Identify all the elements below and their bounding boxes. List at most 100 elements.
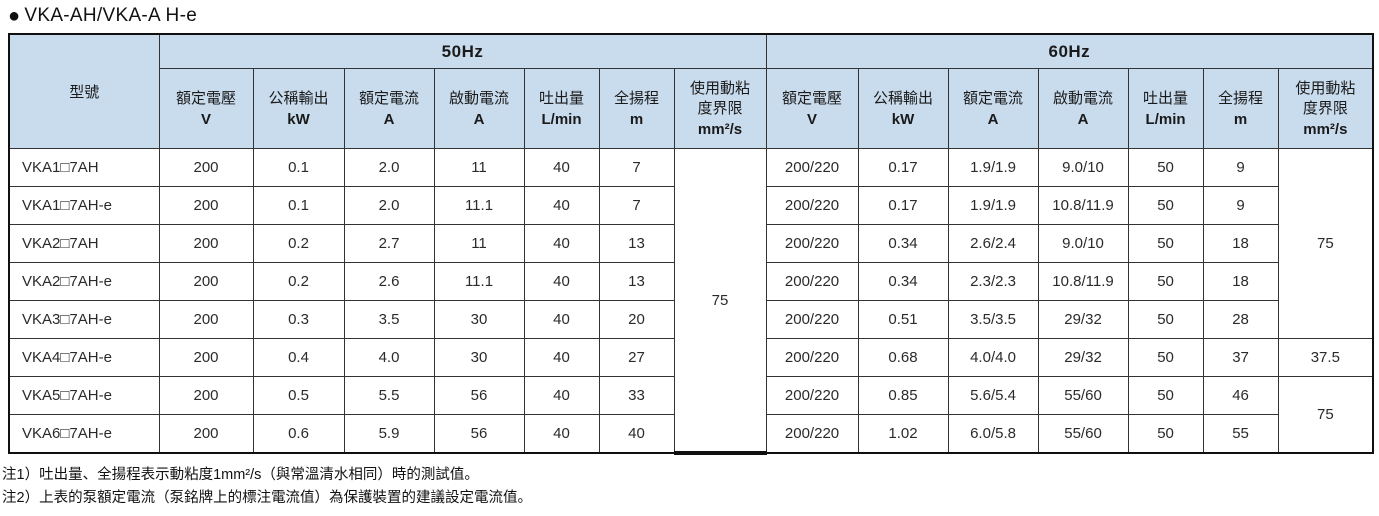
section-title: ● VKA-AH/VKA-A H-e [8, 5, 1379, 27]
column-label: 額定電流 [963, 89, 1024, 107]
data-cell-60hz-total-head: 46 [1202, 376, 1279, 415]
data-cell-60hz-starting-current: 55/60 [1037, 376, 1129, 415]
table-row: VKA4□7AH-e 200 0.4 4.0 30 40 27 200/220 0.68 4.0/… [8, 338, 1374, 377]
data-cell-60hz-rated-output: 0.34 [857, 262, 949, 301]
data-cell-60hz-rated-current: 6.0/5.8 [947, 414, 1039, 454]
data-cell-50hz-rated-output: 0.2 [252, 224, 345, 263]
column-unit: V [200, 111, 211, 129]
data-cell-50hz-rated-voltage: 200 [158, 338, 254, 377]
data-cell-50hz-starting-current: 11 [433, 148, 525, 187]
model-cell: VKA1□7AH-e [8, 186, 160, 225]
data-cell-50hz-rated-output: 0.6 [252, 414, 345, 454]
data-cell-60hz-total-head: 28 [1202, 300, 1279, 339]
data-cell-50hz-rated-output: 0.5 [252, 376, 345, 415]
column-unit: A [987, 111, 999, 129]
data-cell-50hz-rated-current: 3.5 [343, 300, 435, 339]
data-cell-60hz-rated-current: 2.6/2.4 [947, 224, 1039, 263]
data-cell-60hz-discharge: 50 [1127, 148, 1204, 187]
data-cell-60hz-rated-output: 0.51 [857, 300, 949, 339]
model-cell: VKA6□7AH-e [8, 414, 160, 454]
column-header-60hz-starting-current: 啟動電流 A [1037, 68, 1129, 149]
data-cell-50hz-rated-current: 4.0 [343, 338, 435, 377]
data-cell-60hz-total-head: 9 [1202, 186, 1279, 225]
viscosity-cell-60hz: 75 [1277, 148, 1374, 339]
model-cell: VKA2□7AH-e [8, 262, 160, 301]
column-header-60hz-rated-current: 額定電流 A [947, 68, 1039, 149]
data-cell-60hz-starting-current: 10.8/11.9 [1037, 186, 1129, 225]
data-cell-50hz-rated-current: 2.0 [343, 186, 435, 225]
column-unit: L/min [541, 111, 582, 129]
column-label: 額定電壓 [782, 89, 843, 107]
data-cell-50hz-rated-current: 2.0 [343, 148, 435, 187]
column-header-60hz-viscosity-limit: 使用動粘 度界限 mm²/s [1277, 68, 1374, 149]
data-cell-50hz-rated-output: 0.4 [252, 338, 345, 377]
data-cell-50hz-rated-current: 2.6 [343, 262, 435, 301]
data-cell-60hz-total-head: 37 [1202, 338, 1279, 377]
data-cell-50hz-rated-output: 0.2 [252, 262, 345, 301]
data-cell-60hz-rated-voltage: 200/220 [765, 262, 859, 301]
column-header-50hz-total-head: 全揚程 m [598, 68, 675, 149]
data-cell-60hz-total-head: 55 [1202, 414, 1279, 454]
sub-header-row: 額定電壓 V 公稱輸出 kW 額定電流 A 啟動電流 A 吐出量 L/min 全揚程 m 使用動粘 度界… [9, 68, 1374, 149]
column-unit: A [473, 111, 485, 129]
viscosity-cell-60hz: 75 [1277, 376, 1374, 454]
data-cell-60hz-rated-current: 1.9/1.9 [947, 186, 1039, 225]
model-cell: VKA4□7AH-e [8, 338, 160, 377]
data-cell-60hz-rated-current: 3.5/3.5 [947, 300, 1039, 339]
section-title-text: VKA-AH/VKA-A H-e [24, 5, 198, 26]
column-label: 全揚程 [613, 89, 659, 107]
data-cell-50hz-total-head: 7 [598, 148, 675, 187]
data-cell-50hz-total-head: 33 [598, 376, 675, 415]
group-header-50hz: 50Hz [158, 33, 767, 69]
column-header-50hz-viscosity-limit: 使用動粘 度界限 mm²/s [673, 68, 767, 149]
column-header-60hz-rated-voltage: 額定電壓 V [765, 68, 859, 149]
column-unit: kW [287, 111, 310, 129]
data-cell-50hz-total-head: 20 [598, 300, 675, 339]
data-cell-60hz-starting-current: 29/32 [1037, 300, 1129, 339]
column-unit: mm²/s [1303, 121, 1348, 139]
data-cell-60hz-discharge: 50 [1127, 186, 1204, 225]
spec-table: 型號 50Hz 60Hz 額定電壓 V 公稱輸出 kW 額定電流 A 啟動電流 A 吐出量 L/m… [8, 33, 1375, 455]
column-unit: V [807, 111, 818, 129]
data-cell-60hz-rated-output: 0.68 [857, 338, 949, 377]
column-label: 全揚程 [1218, 89, 1264, 107]
data-cell-50hz-discharge: 40 [523, 262, 600, 301]
data-cell-50hz-rated-voltage: 200 [158, 224, 254, 263]
data-cell-50hz-discharge: 40 [523, 300, 600, 339]
data-cell-60hz-discharge: 50 [1127, 338, 1204, 377]
data-cell-50hz-rated-output: 0.1 [252, 186, 345, 225]
table-row: VKA1□7AH 200 0.1 2.0 11 40 7 75 200/220 0.17 1.9/1… [8, 148, 1374, 455]
column-header-50hz-starting-current: 啟動電流 A [433, 68, 525, 149]
footnote-2: 注2）上表的泵額定電流（泵銘牌上的標注電流值）為保護裝置的建議設定電流值。 [2, 490, 533, 507]
data-cell-60hz-discharge: 50 [1127, 376, 1204, 415]
column-unit: L/min [1145, 111, 1186, 129]
column-label: 吐出量 [538, 89, 584, 107]
column-unit: mm²/s [697, 121, 743, 139]
table-row: VKA1□7AH-e 200 0.1 2.0 11.1 40 7 200/220 0.17 1.9… [8, 186, 1373, 225]
data-cell-60hz-starting-current: 55/60 [1037, 414, 1129, 454]
column-label: 使用動粘 度界限 [1295, 79, 1356, 117]
data-cell-60hz-starting-current: 9.0/10 [1037, 224, 1129, 263]
footnote-1: 注1）吐出量、全揚程表示動粘度1mm²/s（與常溫清水相同）時的測試值。 [2, 467, 479, 483]
column-label: 額定電壓 [175, 89, 236, 107]
data-cell-50hz-discharge: 40 [523, 148, 600, 187]
data-cell-50hz-discharge: 40 [523, 414, 600, 454]
column-label: 額定電流 [358, 89, 419, 107]
data-cell-60hz-total-head: 9 [1202, 148, 1279, 187]
table-row: VKA6□7AH-e 200 0.6 5.9 56 40 40 200/220 1.02 6.0/… [8, 414, 1373, 454]
column-label: 啟動電流 [448, 89, 509, 107]
model-cell: VKA2□7AH [8, 224, 160, 263]
column-header-60hz-rated-output: 公稱輸出 kW [857, 68, 949, 149]
data-cell-50hz-rated-voltage: 200 [158, 262, 254, 301]
data-cell-50hz-rated-voltage: 200 [158, 148, 254, 187]
data-cell-50hz-rated-output: 0.1 [252, 148, 345, 187]
data-cell-60hz-rated-voltage: 200/220 [765, 338, 859, 377]
data-cell-60hz-rated-output: 0.34 [857, 224, 949, 263]
column-header-50hz-rated-output: 公稱輸出 kW [252, 68, 345, 149]
data-cell-60hz-total-head: 18 [1202, 262, 1279, 301]
data-cell-60hz-rated-current: 2.3/2.3 [947, 262, 1039, 301]
data-cell-50hz-starting-current: 30 [433, 300, 525, 339]
data-cell-50hz-discharge: 40 [523, 224, 600, 263]
data-cell-60hz-starting-current: 10.8/11.9 [1037, 262, 1129, 301]
data-cell-50hz-total-head: 7 [598, 186, 675, 225]
